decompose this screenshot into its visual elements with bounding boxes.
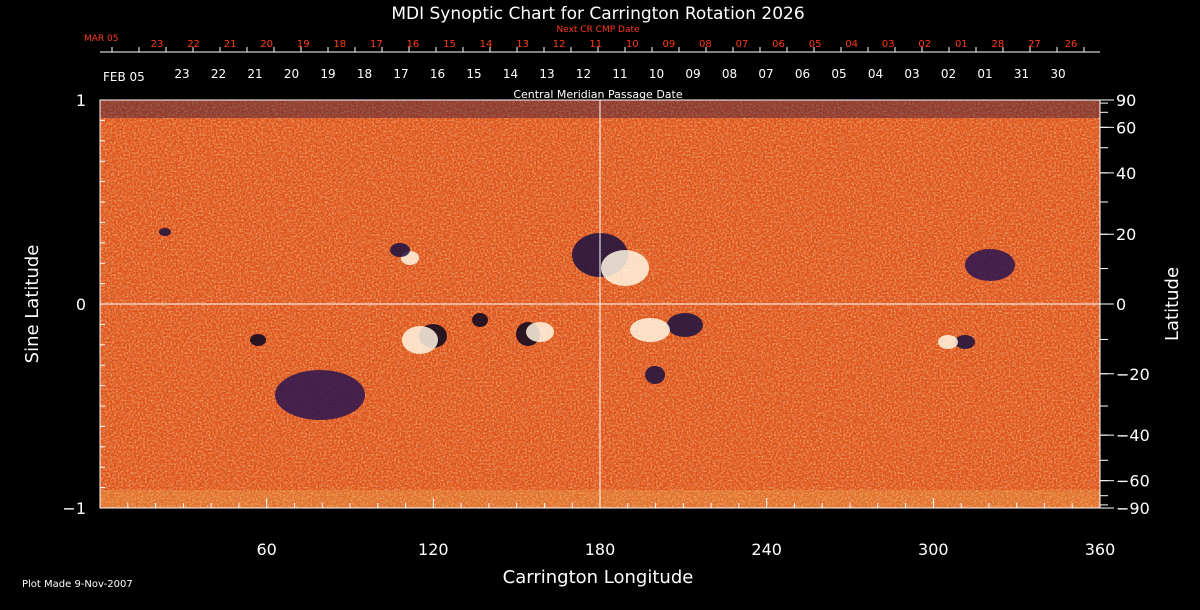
cmp-date-label: 15 [466, 67, 481, 81]
next-cr-date-label: 28 [992, 39, 1005, 50]
x-tick-label: 180 [585, 540, 616, 559]
chart-title: MDI Synoptic Chart for Carrington Rotati… [391, 4, 804, 24]
next-cr-date-label: 09 [662, 39, 675, 50]
y-right-tick-label: −90 [1116, 499, 1150, 518]
next-cr-date-label: 16 [407, 39, 420, 50]
cmp-date-label: 06 [795, 67, 810, 81]
magnetic-region [402, 326, 438, 354]
cmp-date-label: 10 [649, 67, 664, 81]
next-cr-dates: 23 22 21 20 19 18 17 16 15 14 13 12 11 10 09 08 07 06 05 04… [151, 39, 1078, 50]
magnetic-region [965, 249, 1015, 281]
y-right-tick-label: −60 [1116, 472, 1150, 491]
magnetic-region [275, 370, 365, 420]
next-cr-date-label: 10 [626, 39, 639, 50]
y-axis-right-label: Latitude [1162, 267, 1183, 341]
cmp-date-label: 21 [247, 67, 262, 81]
cmp-start-date: FEB 05 [103, 70, 145, 84]
x-axis-label: Carrington Longitude [503, 567, 694, 588]
magnetic-region [159, 228, 171, 236]
central-meridian-label: Central Meridian Passage Date [513, 88, 682, 101]
cmp-date-label: 02 [941, 67, 956, 81]
next-cr-date-label: 12 [553, 39, 566, 50]
x-tick-label: 360 [1085, 540, 1116, 559]
y-left-tick-label: 0 [76, 295, 86, 314]
next-cr-date-label: 06 [772, 39, 785, 50]
y-axis-right: 90 60 40 20 0 −20 −40 −60 −90 [1100, 91, 1150, 518]
y-left-tick-label: 1 [76, 91, 86, 110]
cmp-date-label: 12 [576, 67, 591, 81]
y-right-tick-label: 0 [1116, 295, 1126, 314]
magnetic-region [601, 250, 649, 286]
x-tick-label: 300 [918, 540, 949, 559]
cmp-date-label: 22 [211, 67, 226, 81]
next-cr-date-label: 17 [370, 39, 383, 50]
cmp-date-label: 31 [1014, 67, 1029, 81]
x-tick-label: 120 [418, 540, 449, 559]
next-cr-date-label: 21 [224, 39, 237, 50]
x-axis: 60 120 180 240 300 360 [127, 498, 1116, 559]
next-cr-date-label: 01 [955, 39, 968, 50]
cmp-date-label: 11 [612, 67, 627, 81]
next-cr-date-label: 26 [1065, 39, 1078, 50]
next-cr-date-label: 23 [151, 39, 164, 50]
cmp-date-label: 30 [1050, 67, 1065, 81]
magnetic-region [526, 322, 554, 342]
magnetic-region [472, 313, 488, 327]
next-cr-date-label: 07 [736, 39, 749, 50]
next-cr-date-label: 11 [589, 39, 602, 50]
cmp-date-label: 13 [539, 67, 554, 81]
magnetic-region [938, 335, 958, 349]
magnetic-region [645, 366, 665, 384]
cmp-date-label: 19 [320, 67, 335, 81]
y-left-tick-label: −1 [62, 499, 86, 518]
next-cr-date-label: 05 [809, 39, 822, 50]
cmp-date-label: 17 [393, 67, 408, 81]
cmp-date-label: 01 [977, 67, 992, 81]
y-right-tick-label: −40 [1116, 426, 1150, 445]
magnetic-region [250, 334, 266, 346]
x-tick-label: 240 [751, 540, 782, 559]
next-cr-start: MAR 05 [84, 34, 119, 44]
next-cr-date-label: 15 [443, 39, 456, 50]
next-cr-date-label: 02 [918, 39, 931, 50]
cmp-date-label: 23 [174, 67, 189, 81]
x-tick-label: 60 [256, 540, 276, 559]
next-cr-date-label: 14 [480, 39, 493, 50]
cmp-date-label: 16 [430, 67, 445, 81]
y-right-tick-label: 90 [1116, 91, 1136, 110]
next-cr-date-label: 13 [516, 39, 529, 50]
cmp-date-label: 07 [758, 67, 773, 81]
y-right-tick-label: 60 [1116, 118, 1136, 137]
next-cr-date-label: 20 [260, 39, 273, 50]
next-cr-label: Next CR CMP Date [556, 25, 640, 35]
cmp-date-label: 05 [831, 67, 846, 81]
cmp-date-label: 09 [685, 67, 700, 81]
next-cr-date-label: 08 [699, 39, 712, 50]
magnetic-region [955, 335, 975, 349]
cmp-date-label: 08 [722, 67, 737, 81]
next-cr-date-label: 03 [882, 39, 895, 50]
magnetic-region [390, 243, 410, 257]
magnetic-region [667, 313, 703, 337]
y-axis-left-label: Sine Latitude [22, 245, 43, 364]
y-axis-left: 1 0 −1 [62, 91, 105, 518]
next-cr-date-label: 04 [845, 39, 858, 50]
y-right-tick-label: 40 [1116, 164, 1136, 183]
next-cr-date-label: 19 [297, 39, 310, 50]
cmp-dates: 23 22 21 20 19 18 17 16 15 14 13 12 11 10 09 08 07 06 05 04… [174, 67, 1065, 81]
cmp-date-label: 20 [284, 67, 299, 81]
magnetic-region [630, 318, 670, 342]
cmp-date-label: 03 [904, 67, 919, 81]
cmp-date-label: 14 [503, 67, 518, 81]
plot-made-note: Plot Made 9-Nov-2007 [22, 579, 133, 590]
y-right-tick-label: −20 [1116, 365, 1150, 384]
cmp-date-label: 18 [357, 67, 372, 81]
next-cr-date-label: 27 [1028, 39, 1041, 50]
cmp-date-label: 04 [868, 67, 883, 81]
next-cr-date-label: 18 [333, 39, 346, 50]
y-right-tick-label: 20 [1116, 225, 1136, 244]
next-cr-date-label: 22 [187, 39, 200, 50]
next-cr-ticks [111, 47, 1085, 52]
